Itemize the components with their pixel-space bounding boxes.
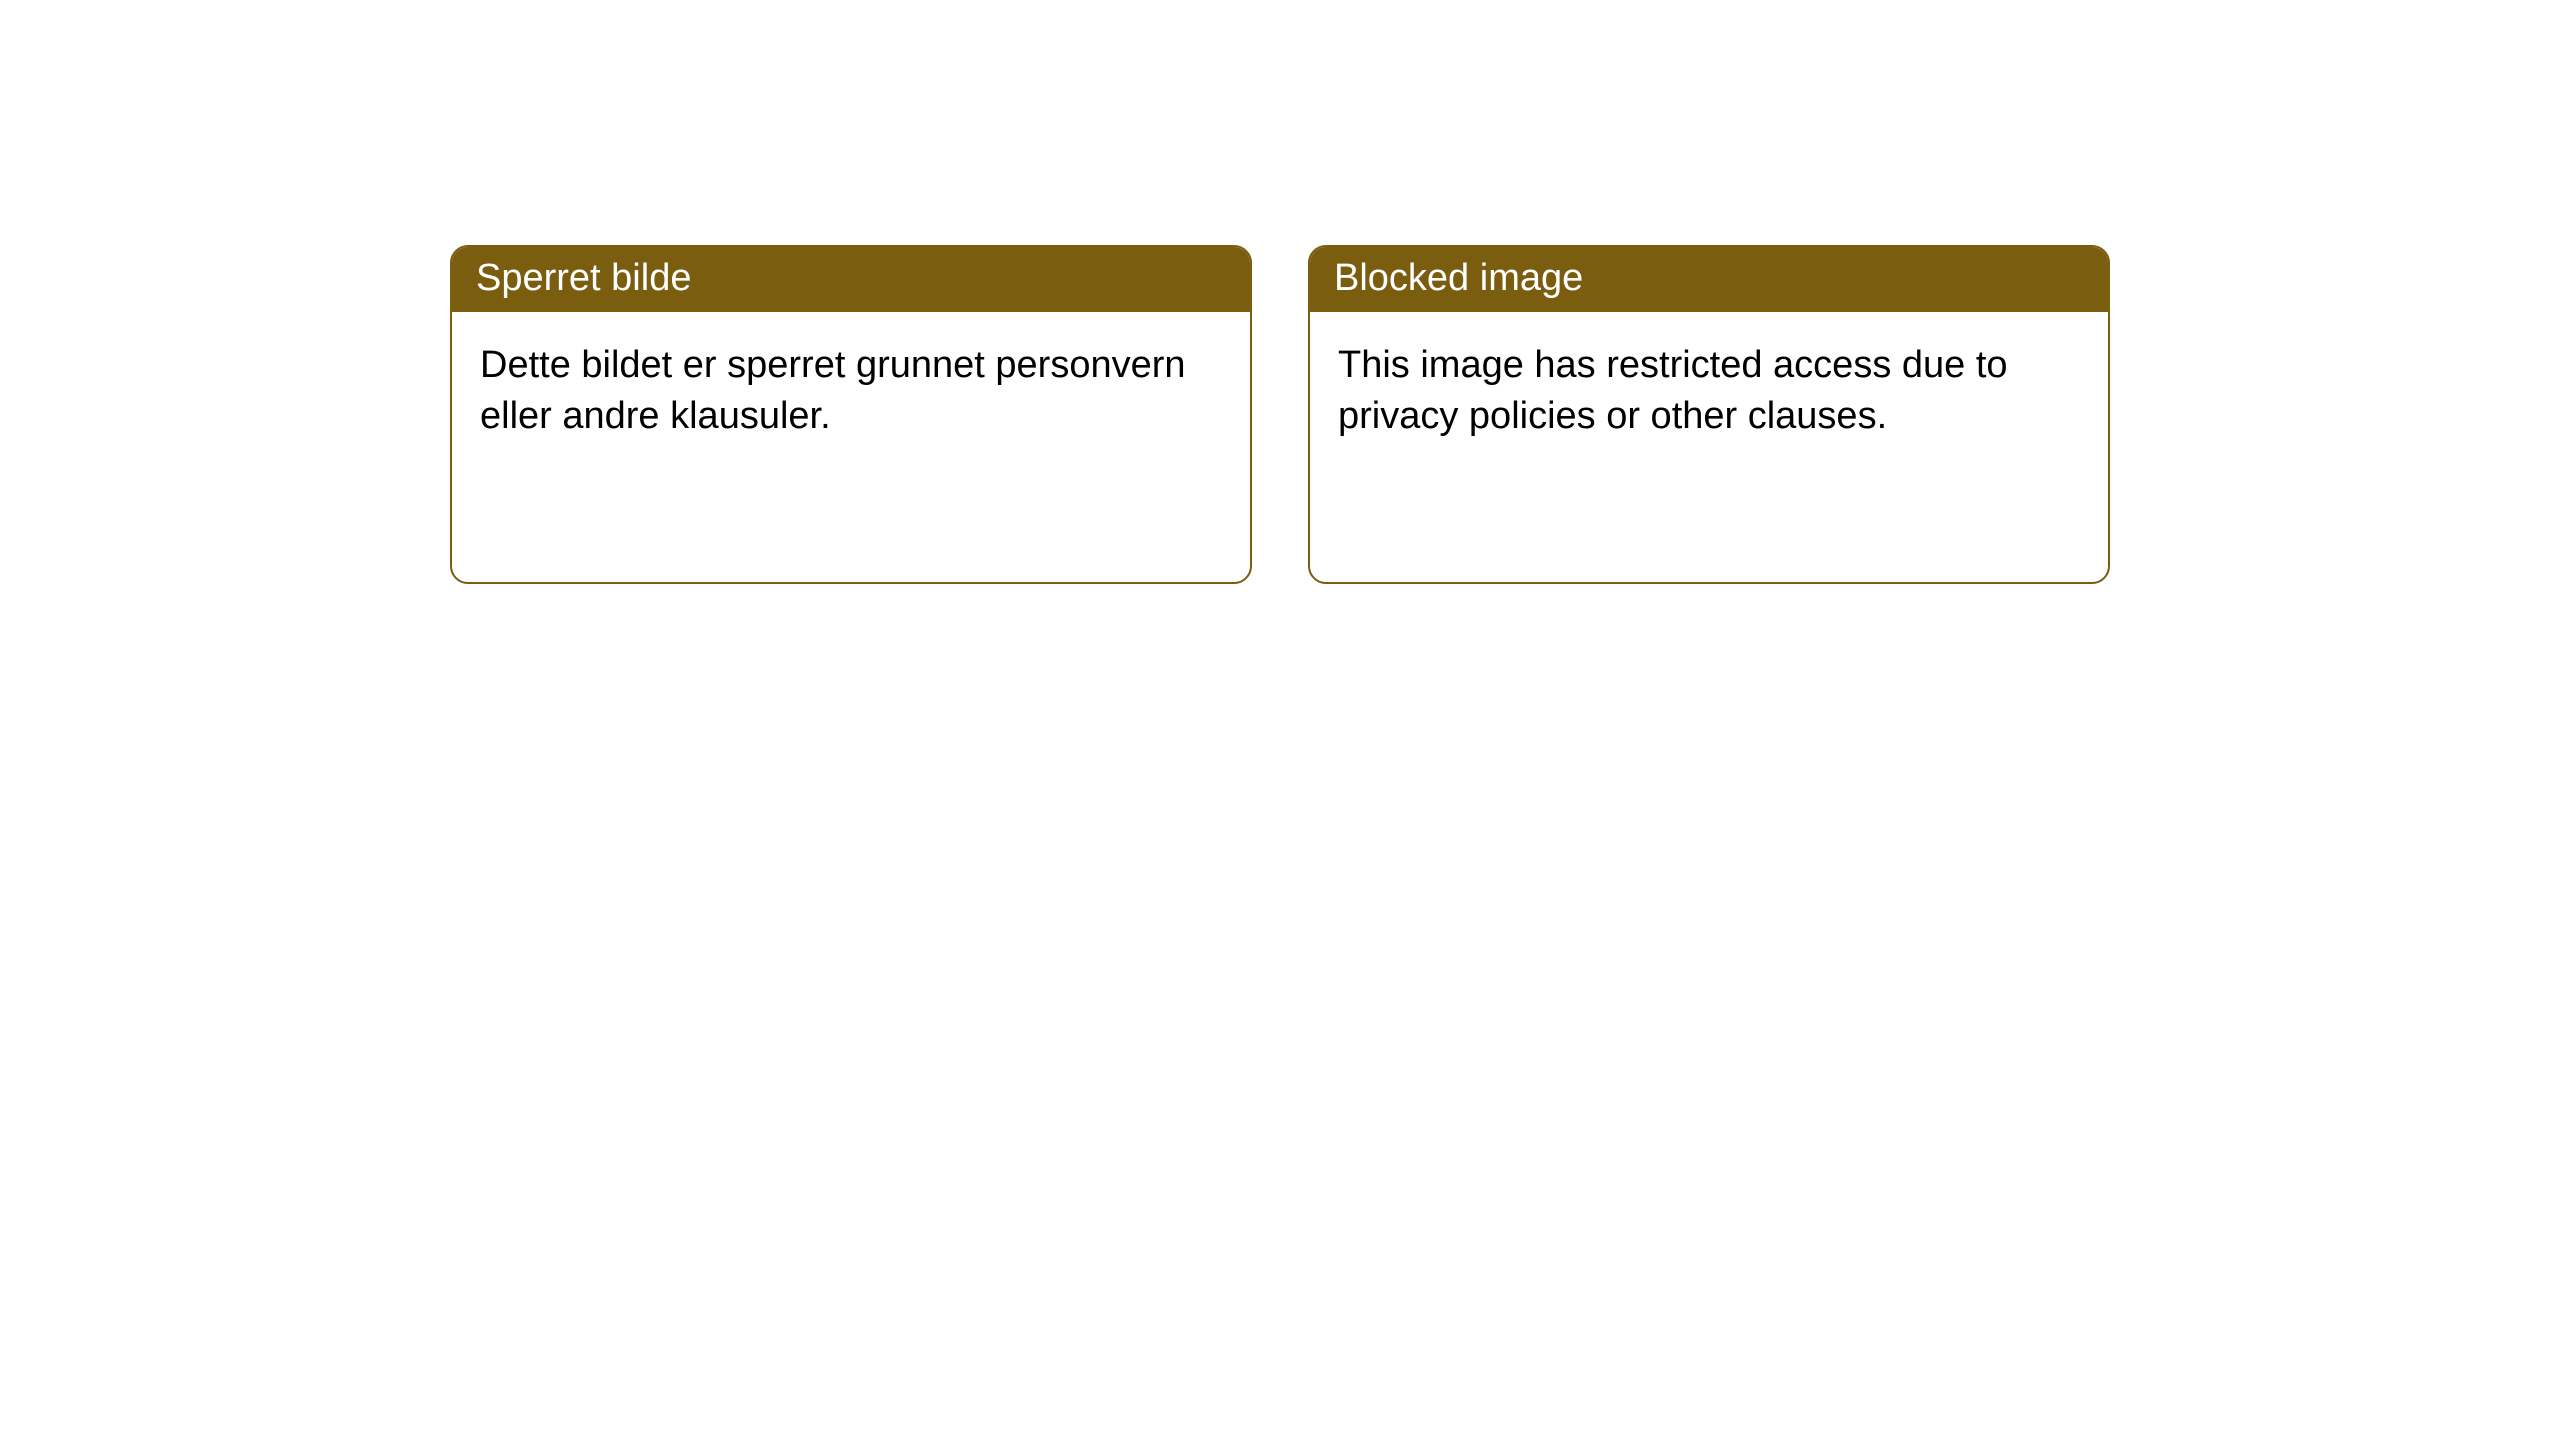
notice-title-norwegian: Sperret bilde [452, 247, 1250, 312]
notice-card-english: Blocked image This image has restricted … [1308, 245, 2110, 584]
notice-card-norwegian: Sperret bilde Dette bildet er sperret gr… [450, 245, 1252, 584]
notice-body-english: This image has restricted access due to … [1310, 312, 2108, 582]
notice-title-english: Blocked image [1310, 247, 2108, 312]
notice-body-norwegian: Dette bildet er sperret grunnet personve… [452, 312, 1250, 582]
notice-container: Sperret bilde Dette bildet er sperret gr… [0, 0, 2560, 584]
